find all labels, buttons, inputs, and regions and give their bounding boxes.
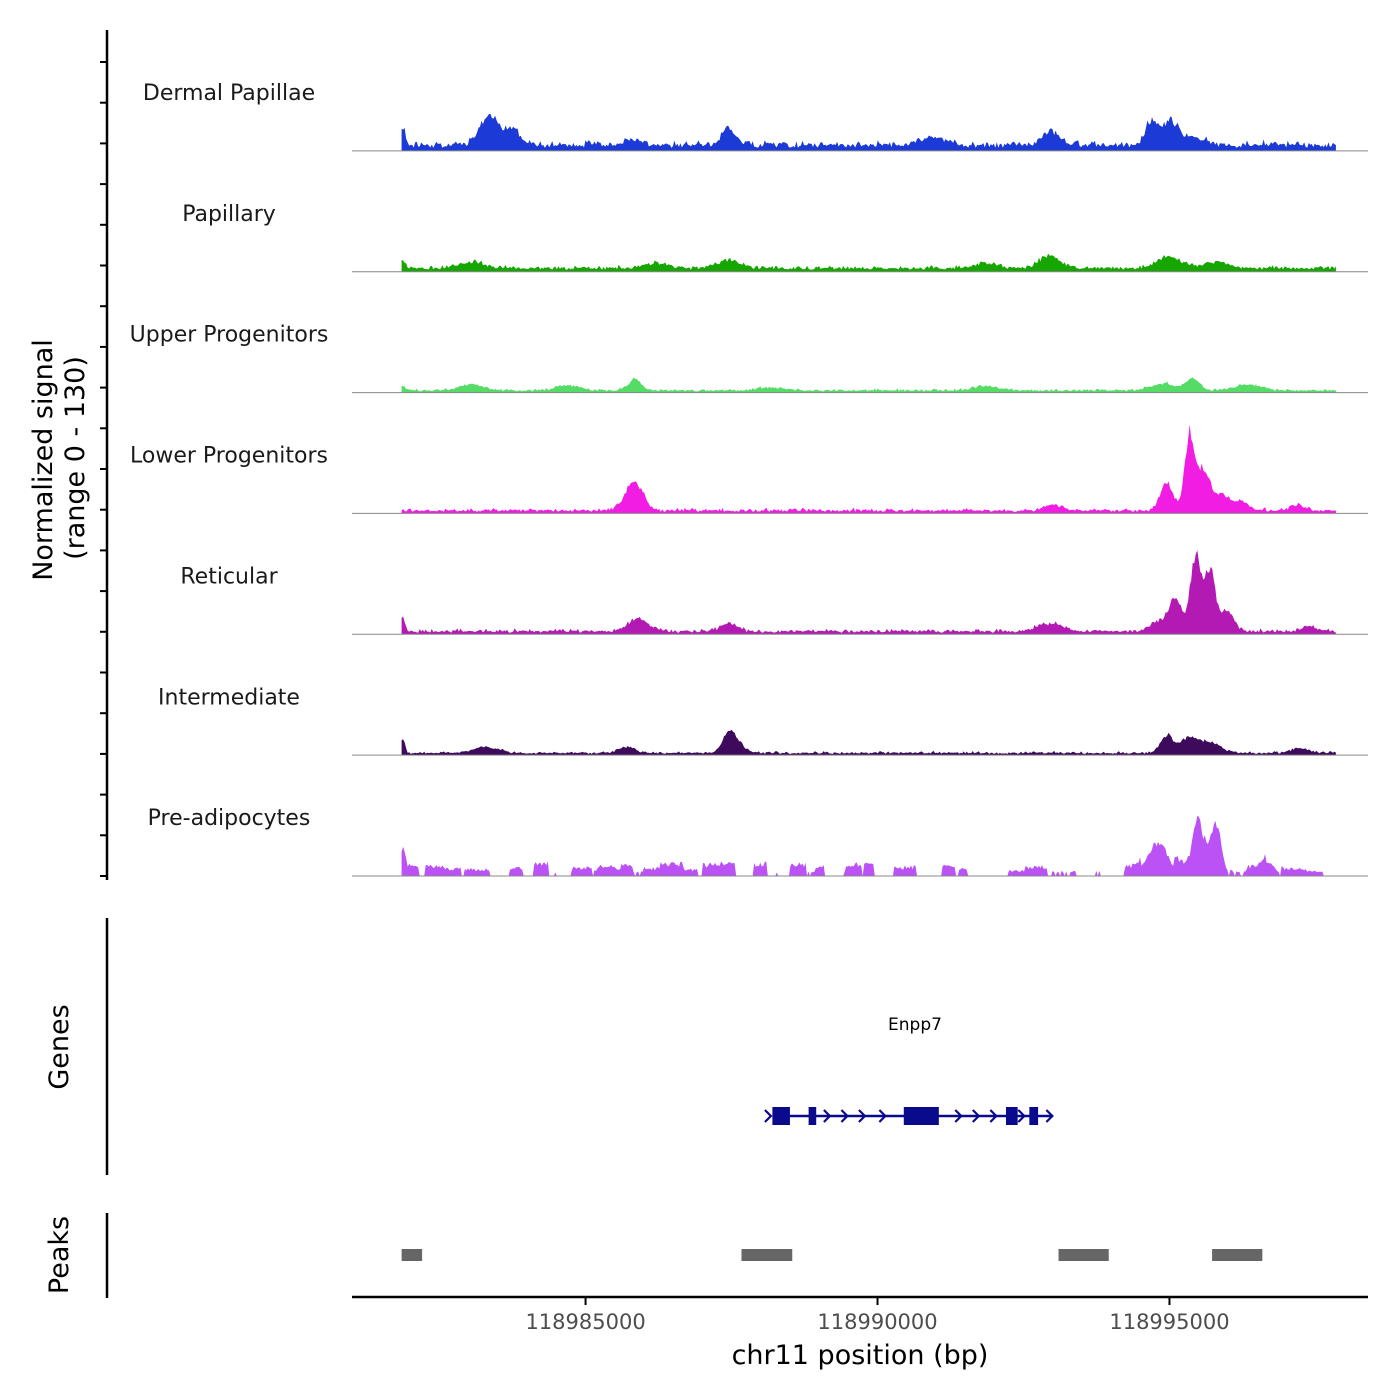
x-axis-ticks: 118985000 118990000 118995000	[525, 1297, 1230, 1334]
track-label: Reticular	[180, 564, 278, 589]
strand-arrow	[823, 1109, 832, 1123]
strand-arrow	[1017, 1109, 1026, 1123]
y-axis-label: Normalized signal	[28, 339, 59, 581]
signal-area	[401, 550, 1336, 635]
track-reticular: Reticular	[180, 550, 1368, 635]
peak-bar	[1058, 1249, 1109, 1261]
signal-area	[401, 729, 1336, 756]
strand-arrow	[878, 1109, 887, 1123]
signal-area	[401, 253, 1336, 272]
track-pre-adipocytes: Pre-adipocytes	[148, 806, 1368, 877]
signal-area	[401, 816, 1336, 876]
peak-bar	[741, 1249, 793, 1261]
genes-label: Genes	[44, 1004, 75, 1089]
strand-arrow	[954, 1109, 963, 1123]
track-lower-progenitors: Lower Progenitors	[130, 424, 1368, 514]
strand-arrow	[989, 1109, 998, 1123]
strand-arrow	[1045, 1109, 1054, 1123]
gene-exon	[808, 1107, 817, 1125]
strand-arrow	[764, 1109, 773, 1123]
track-label: Papillary	[182, 202, 276, 227]
x-tick-label: 118985000	[525, 1310, 645, 1334]
track-dermal-papillae: Dermal Papillae	[143, 81, 1368, 152]
track-upper-progenitors: Upper Progenitors	[130, 323, 1368, 394]
track-label: Upper Progenitors	[130, 323, 329, 348]
peak-bar	[1212, 1249, 1263, 1261]
track-label: Intermediate	[158, 685, 300, 710]
x-axis-label: chr11 position (bp)	[732, 1340, 989, 1371]
strand-arrow	[858, 1109, 867, 1123]
gene-model-enpp7	[764, 1107, 1054, 1125]
strand-arrow	[840, 1109, 849, 1123]
signal-area	[401, 424, 1336, 514]
gene-name-label: Enpp7	[888, 1015, 942, 1035]
track-label: Pre-adipocytes	[148, 806, 311, 831]
gene-exon	[1029, 1107, 1039, 1125]
signal-area	[401, 377, 1336, 393]
strand-arrow	[972, 1109, 981, 1123]
gene-exon	[772, 1107, 790, 1125]
signal-tracks: Dermal Papillae Papillary Upper Progenitor…	[130, 81, 1368, 877]
peak-bars	[401, 1249, 1263, 1261]
y-axis-range-label: (range 0 - 130)	[60, 356, 91, 560]
track-intermediate: Intermediate	[158, 685, 1368, 756]
peaks-label: Peaks	[44, 1216, 75, 1294]
track-label: Lower Progenitors	[130, 444, 328, 469]
gene-exon	[1005, 1107, 1018, 1125]
peak-bar	[401, 1249, 423, 1261]
track-label: Dermal Papillae	[143, 81, 315, 106]
gene-exon	[903, 1107, 939, 1125]
x-tick-label: 118995000	[1109, 1310, 1229, 1334]
track-papillary: Papillary	[182, 202, 1368, 273]
signal-y-ticks	[100, 61, 107, 877]
signal-area	[401, 114, 1336, 151]
x-tick-label: 118990000	[817, 1310, 937, 1334]
